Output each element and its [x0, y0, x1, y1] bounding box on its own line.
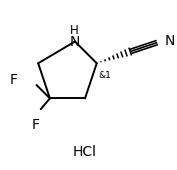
Text: &1: &1	[98, 71, 111, 80]
Text: HCl: HCl	[73, 145, 97, 159]
Text: N: N	[164, 34, 175, 48]
Text: H: H	[70, 24, 79, 37]
Text: F: F	[32, 118, 40, 132]
Text: N: N	[70, 35, 80, 48]
Text: F: F	[10, 73, 18, 87]
